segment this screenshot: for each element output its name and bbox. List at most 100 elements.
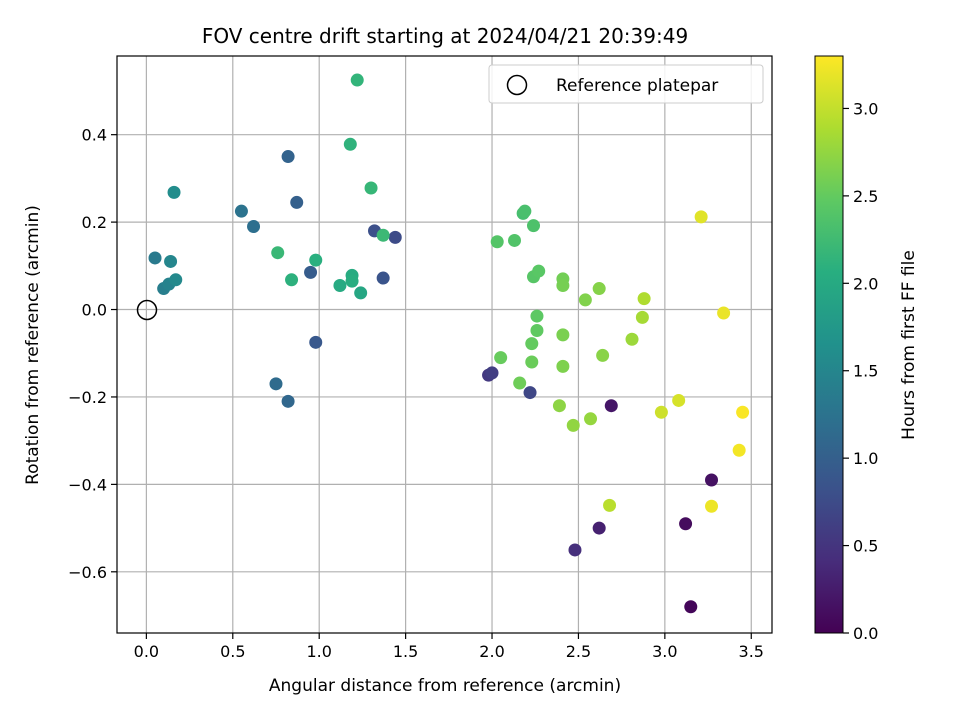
colorbar: 0.0 0.5 1.0 1.5 2.0 2.5 3.0 Hours from first F…	[814, 55, 919, 643]
scatter-point	[592, 282, 606, 296]
scatter-point	[679, 517, 693, 531]
colorbar-tick-label: 2.5	[853, 187, 878, 206]
y-tick-label: 0.2	[82, 213, 107, 232]
scatter-point	[530, 324, 544, 338]
colorbar-tick-label: 2.0	[853, 274, 878, 293]
scatter-point	[354, 286, 368, 300]
legend: Reference platepar	[488, 64, 764, 104]
scatter-point	[304, 265, 318, 279]
scatter-point	[694, 210, 708, 224]
scatter-point	[556, 328, 570, 342]
scatter-point	[376, 271, 390, 285]
scatter-point	[604, 399, 618, 413]
scatter-point	[603, 498, 617, 512]
scatter-point	[566, 418, 580, 432]
scatter-point	[596, 348, 610, 362]
grid-lines	[117, 56, 772, 633]
scatter-point	[281, 394, 295, 408]
scatter-point	[525, 337, 539, 351]
x-tick-label: 2.0	[479, 642, 504, 661]
x-tick-label: 0.5	[220, 642, 245, 661]
scatter-point	[271, 246, 285, 260]
scatter-point	[333, 278, 347, 292]
scatter-point	[736, 405, 750, 419]
colorbar-frame	[814, 55, 844, 634]
scatter-point	[290, 195, 304, 209]
y-tick-label: −0.4	[68, 475, 107, 494]
chart-title: FOV centre drift starting at 2024/04/21 …	[202, 24, 688, 48]
scatter-point	[164, 254, 178, 268]
scatter-point	[532, 264, 546, 278]
scatter-point	[490, 235, 504, 249]
x-axis-label: Angular distance from reference (arcmin)	[269, 676, 621, 696]
scatter-point	[584, 412, 598, 426]
y-axis-label: Rotation from reference (arcmin)	[23, 205, 43, 485]
scatter-point	[309, 335, 323, 349]
colorbar-tick-label: 1.0	[853, 449, 878, 468]
reference-marker	[136, 299, 158, 321]
y-tick-label: −0.2	[68, 388, 107, 407]
legend-label: Reference platepar	[556, 76, 718, 96]
scatter-point	[513, 376, 527, 390]
x-axis-ticks: 0.0 0.5 1.0 1.5 2.0 2.5 3.0 3.5	[134, 633, 764, 661]
scatter-point	[654, 405, 668, 419]
scatter-point	[705, 499, 719, 513]
colorbar-label: Hours from first FF file	[899, 250, 919, 440]
y-tick-label: 0.4	[82, 126, 107, 145]
scatter-point	[530, 309, 544, 323]
x-tick-label: 2.5	[566, 642, 591, 661]
scatter-point	[285, 273, 299, 287]
scatter-point	[350, 73, 364, 87]
legend-marker	[506, 74, 528, 96]
scatter-point	[234, 204, 248, 218]
x-tick-label: 3.0	[652, 642, 677, 661]
scatter-point	[269, 377, 283, 391]
scatter-point	[552, 399, 566, 413]
scatter-point	[169, 273, 183, 287]
data-points	[148, 73, 750, 614]
scatter-point	[148, 251, 162, 265]
scatter-point	[345, 274, 359, 288]
scatter-point	[732, 443, 746, 457]
x-tick-label: 0.0	[134, 642, 159, 661]
colorbar-tick-label: 3.0	[853, 99, 878, 118]
scatter-point	[592, 521, 606, 535]
scatter-point	[578, 293, 592, 307]
plot-area-frame	[116, 55, 773, 634]
scatter-point	[518, 204, 532, 218]
scatter-point	[309, 253, 323, 267]
x-tick-label: 1.0	[306, 642, 331, 661]
scatter-point	[507, 233, 521, 247]
legend-box	[488, 64, 764, 104]
scatter-point	[556, 278, 570, 292]
scatter-point	[343, 137, 357, 151]
scatter-point	[717, 306, 731, 320]
scatter-point	[684, 600, 698, 614]
x-tick-label: 1.5	[393, 642, 418, 661]
colorbar-gradient	[815, 56, 843, 633]
scatter-point	[568, 543, 582, 557]
scatter-point	[167, 185, 181, 199]
scatter-point	[527, 219, 541, 233]
y-tick-label: −0.6	[68, 563, 107, 582]
scatter-point	[364, 181, 378, 195]
x-tick-label: 3.5	[739, 642, 764, 661]
scatter-point	[635, 310, 649, 324]
scatter-point	[523, 386, 537, 400]
scatter-point	[625, 332, 639, 346]
colorbar-ticks: 0.0 0.5 1.0 1.5 2.0 2.5 3.0	[843, 99, 878, 643]
colorbar-tick-label: 0.5	[853, 537, 878, 556]
scatter-point	[388, 230, 402, 244]
y-tick-label: 0.0	[82, 301, 107, 320]
scatter-point	[637, 292, 651, 306]
scatter-point	[672, 393, 686, 407]
scatter-point	[247, 219, 261, 233]
y-axis-ticks: −0.6 −0.4 −0.2 0.0 0.2 0.4	[68, 126, 117, 582]
scatter-point	[705, 473, 719, 487]
scatter-point	[281, 150, 295, 164]
scatter-point	[494, 351, 508, 365]
scatter-point	[485, 366, 499, 380]
colorbar-tick-label: 0.0	[853, 624, 878, 643]
colorbar-tick-label: 1.5	[853, 362, 878, 381]
